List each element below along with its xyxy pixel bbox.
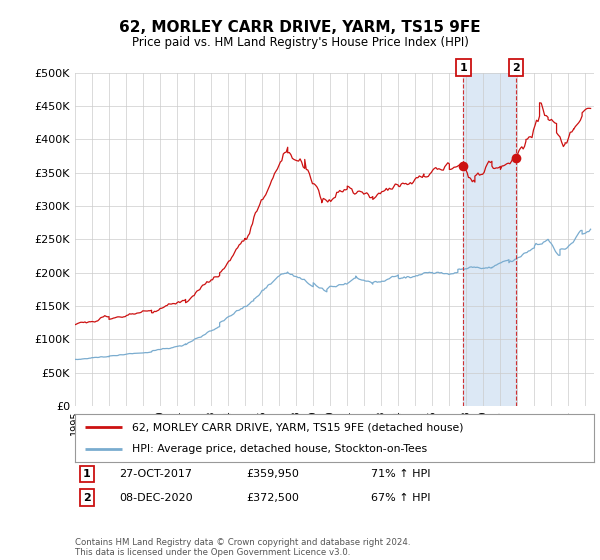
Text: 2: 2: [83, 493, 91, 502]
Bar: [463, 73, 516, 406]
Text: 62, MORLEY CARR DRIVE, YARM, TS15 9FE: 62, MORLEY CARR DRIVE, YARM, TS15 9FE: [119, 20, 481, 35]
Text: 27-OCT-2017: 27-OCT-2017: [119, 469, 192, 479]
Text: 2: 2: [512, 63, 520, 73]
Text: HPI: Average price, detached house, Stockton-on-Tees: HPI: Average price, detached house, Stoc…: [132, 444, 427, 454]
Text: 62, MORLEY CARR DRIVE, YARM, TS15 9FE (detached house): 62, MORLEY CARR DRIVE, YARM, TS15 9FE (d…: [132, 422, 464, 432]
Text: 71% ↑ HPI: 71% ↑ HPI: [371, 469, 430, 479]
Text: Contains HM Land Registry data © Crown copyright and database right 2024.
This d: Contains HM Land Registry data © Crown c…: [75, 538, 410, 557]
Text: Price paid vs. HM Land Registry's House Price Index (HPI): Price paid vs. HM Land Registry's House …: [131, 36, 469, 49]
Text: 1: 1: [460, 63, 467, 73]
Text: 67% ↑ HPI: 67% ↑ HPI: [371, 493, 430, 502]
Text: £359,950: £359,950: [246, 469, 299, 479]
Text: 1: 1: [83, 469, 91, 479]
Text: 08-DEC-2020: 08-DEC-2020: [119, 493, 193, 502]
Text: £372,500: £372,500: [246, 493, 299, 502]
